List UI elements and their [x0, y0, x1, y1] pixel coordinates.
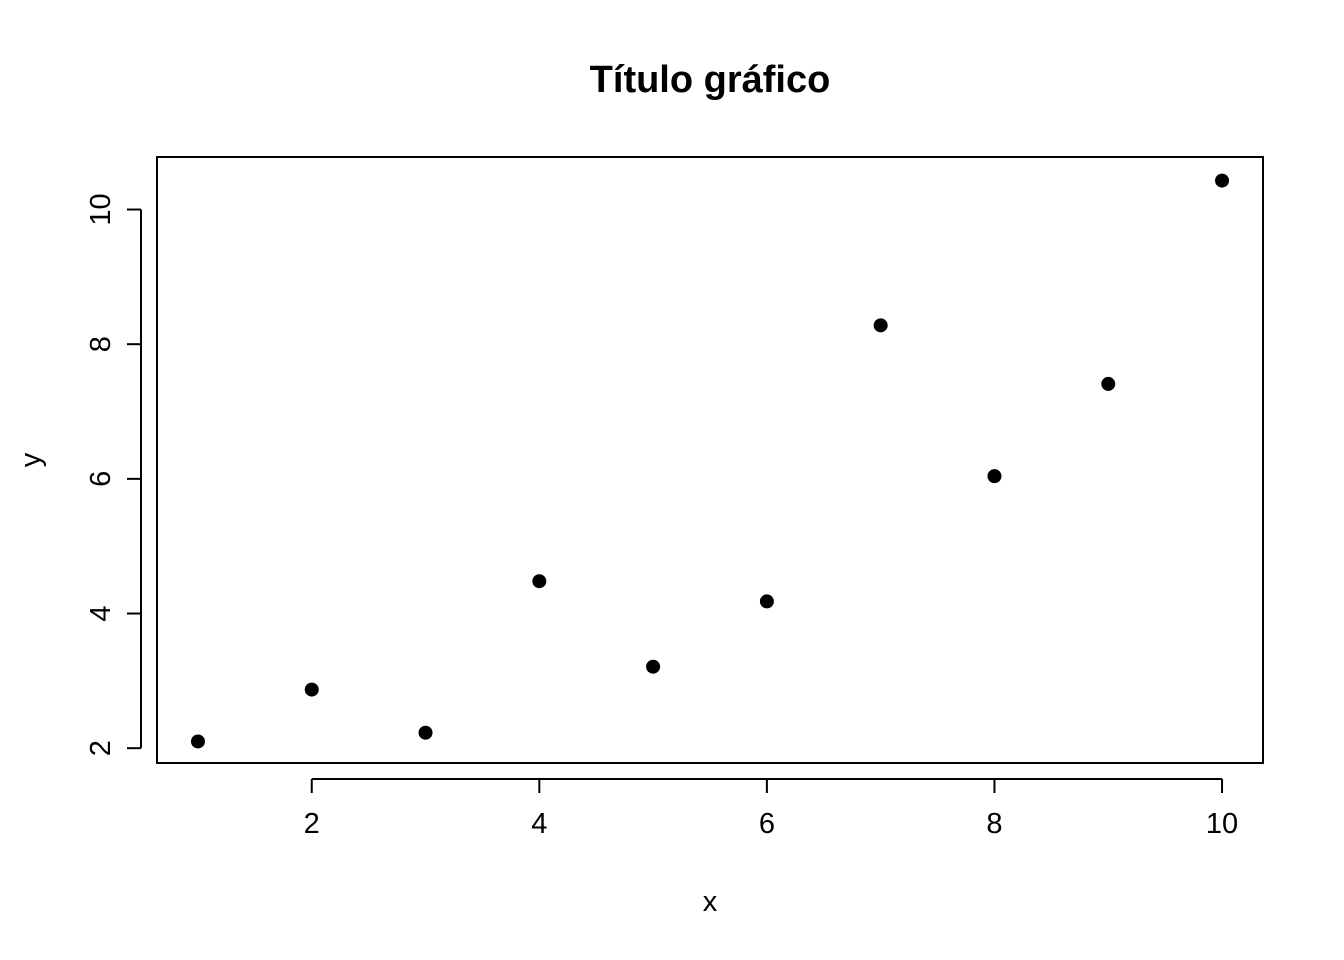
y-tick-label: 6 [85, 471, 117, 487]
y-axis: 2 4 6 8 10 [85, 193, 142, 756]
data-point [532, 574, 547, 589]
y-axis-label: y [15, 452, 47, 467]
data-point [190, 734, 205, 749]
data-point [987, 469, 1002, 484]
x-tick-label: 10 [1206, 808, 1238, 840]
x-axis-label: x [703, 886, 718, 918]
data-point [418, 725, 433, 740]
x-tick-label: 6 [759, 808, 775, 840]
data-point [304, 682, 319, 697]
data-point [1101, 376, 1116, 391]
y-tick-label: 10 [85, 193, 117, 225]
plot-frame [156, 156, 1264, 764]
y-tick-label: 8 [85, 336, 117, 352]
data-point [759, 594, 774, 609]
y-tick-label: 4 [85, 605, 117, 621]
x-axis: 2 4 6 8 10 [304, 778, 1238, 840]
x-tick-label: 4 [531, 808, 547, 840]
y-tick-label: 2 [85, 740, 117, 756]
data-points [190, 173, 1230, 749]
data-point [873, 318, 888, 333]
x-tick-label: 8 [986, 808, 1002, 840]
x-tick-label: 2 [304, 808, 320, 840]
chart-title: Título gráfico [590, 59, 831, 101]
data-point [646, 659, 661, 674]
data-point [1215, 173, 1230, 188]
